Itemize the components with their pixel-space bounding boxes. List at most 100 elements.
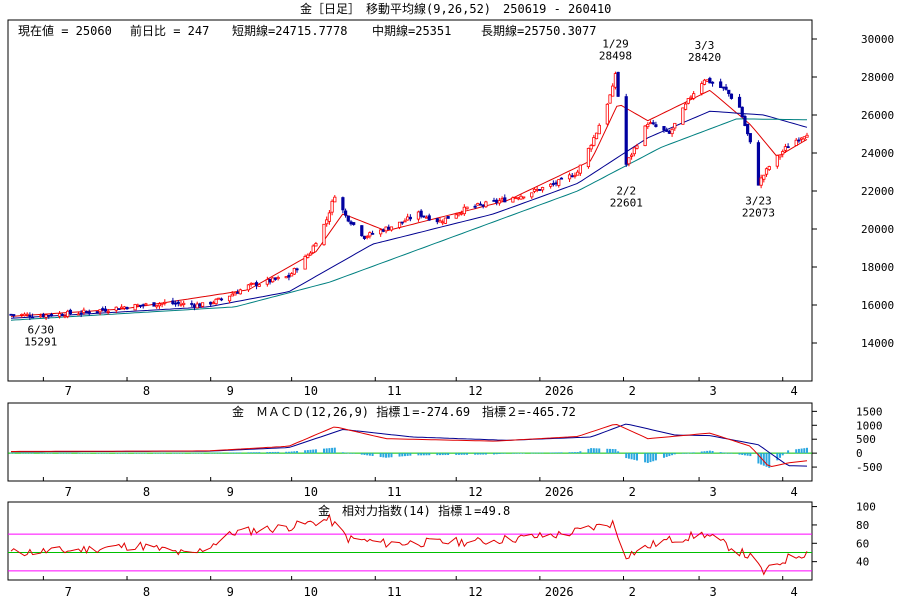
macd-histogram-bar [606,448,609,454]
macd-histogram-bar [760,453,763,465]
macd-histogram-bar [592,448,595,454]
candle-up [136,304,140,307]
candle-up [778,154,782,158]
macd-histogram-bar [457,453,460,455]
macd-histogram-bar [595,448,598,454]
candle-up [532,188,537,192]
price-x-label: 7 [65,384,72,398]
candle-up [535,188,539,191]
macd-histogram-bar [498,453,501,454]
candle-down [740,106,744,118]
candle-down [538,189,542,191]
short-ma-value: 短期線=24715.7778 [232,23,347,38]
candle-up [397,221,402,228]
candle-up [214,298,218,305]
price-x-label: 2026 [545,384,574,398]
macd-histogram-bar [77,452,80,454]
candle-up [689,96,693,99]
macd-histogram-bar [66,452,69,454]
candle-up [462,206,466,215]
candle-up [379,229,383,235]
candle-up [465,206,469,210]
candle-down [729,93,734,99]
candle-up [613,73,618,88]
macd-histogram-bar [541,452,544,454]
macd-histogram-bar [312,449,315,454]
macd-histogram-bar [784,452,787,454]
rsi-x-label: 10 [304,585,318,599]
macd-histogram-bar [115,452,118,454]
candle-up [292,268,296,275]
candle-up [443,217,448,224]
macd-histogram-bar [501,453,504,454]
macd-histogram-bar [63,452,66,454]
candle-up [333,196,337,203]
candle-up [530,192,534,198]
macd-histogram-bar [722,452,725,454]
candle-up [775,155,779,167]
macd-x-label: 3 [710,485,717,499]
macd-histogram-bar [484,453,487,455]
candle-down [748,133,752,143]
candle-up [589,144,593,150]
macd-histogram-bar [39,452,42,454]
macd-histogram-bar [104,452,107,454]
candle-down [381,229,385,232]
macd-histogram-bar [198,452,201,454]
candle-up [457,212,461,216]
rsi-x-label: 7 [65,585,72,599]
candle-up [681,107,685,125]
candle-up [460,212,464,215]
candle-down [446,216,450,219]
price-annotation: 22073 [742,207,775,220]
macd-histogram-bar [644,453,647,463]
macd-histogram-bar [428,453,431,456]
candle-down [624,96,628,165]
ma-line-9 [10,89,808,317]
candle-down [662,126,666,131]
macd-histogram-bar [212,452,215,454]
candle-up [592,137,596,146]
macd-histogram-bar [42,452,45,454]
candle-up [327,212,332,222]
macd-histogram-bar [258,452,261,454]
macd-histogram-bar [58,452,61,454]
candle-down [254,282,259,287]
macd-histogram-bar [196,452,199,454]
candle-up [403,220,407,223]
rsi-y-tick-label: 60 [856,537,869,550]
candle-down [198,303,202,307]
macd-histogram-bar [69,452,72,454]
price-y-tick-label: 22000 [861,185,894,198]
macd-histogram-bar [403,453,406,457]
candle-up [276,277,280,280]
macd-histogram-bar [684,453,687,454]
rsi-line [10,513,808,576]
macd-histogram-bar [611,449,614,454]
macd-histogram-bar [598,448,601,454]
candle-down [41,313,45,318]
candle-up [519,195,523,200]
candle-down [101,308,105,311]
candle-down [492,200,496,202]
candle-up [57,313,62,317]
macd-histogram-bar [706,450,709,454]
candle-up [265,279,269,285]
candle-up [573,174,577,177]
macd-histogram-bar [503,453,506,454]
candle-down [352,222,356,225]
candle-down [554,182,558,185]
ma-line-52 [10,118,808,321]
chart-title: 金［日足］ 移動平均線(9,26,52) 250619 - 260410 [300,1,611,16]
macd-histogram-bar [730,453,733,454]
candle-up [549,183,553,187]
candle-down [171,300,175,305]
candle-up [594,132,599,140]
candle-down [724,86,728,90]
macd-histogram-bar [781,453,784,456]
macd-histogram-bar [627,453,630,459]
macd-histogram-bar [352,453,355,454]
macd-histogram-bar [533,452,536,454]
price-y-tick-label: 26000 [861,109,894,122]
